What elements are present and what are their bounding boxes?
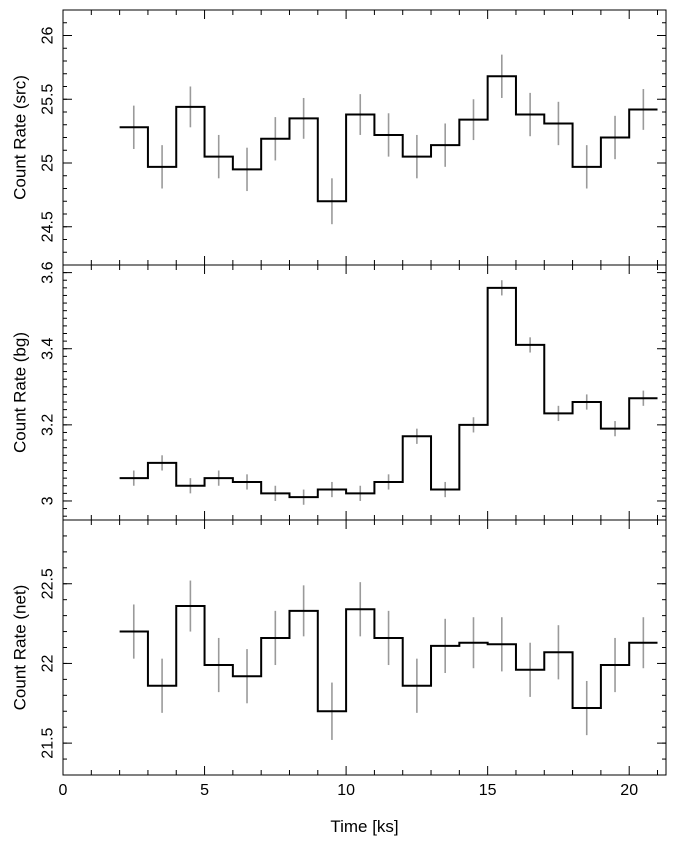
y-tick-label: 3.2 xyxy=(40,414,57,436)
panel-1: 24.5 25 25.5 26 Count Rate (src) xyxy=(11,9,667,266)
y-axis-title: Count Rate (src) xyxy=(11,75,30,200)
y-tick-label: 3.6 xyxy=(40,261,57,283)
y-tick-label: 25.5 xyxy=(40,84,57,115)
y-tick-label: 21.5 xyxy=(40,727,57,758)
y-tick-label: 24.5 xyxy=(40,211,57,242)
y-tick-label: 3.4 xyxy=(40,338,57,360)
panel-frame xyxy=(62,519,667,776)
panel-2: 3 3.2 3.4 3.6 Count Rate (bg) xyxy=(11,261,667,521)
x-tick-label: 5 xyxy=(200,782,209,799)
y-tick-label: 3 xyxy=(40,496,57,505)
y-axis-title: Count Rate (bg) xyxy=(11,332,30,453)
step-series xyxy=(119,286,658,499)
y-tick-label: 25 xyxy=(40,154,57,172)
y-axis-title: Count Rate (net) xyxy=(11,585,30,711)
x-tick-label: 10 xyxy=(337,782,355,799)
y-tick-label: 22.5 xyxy=(40,568,57,599)
x-axis-title: Time [ks] xyxy=(330,817,398,836)
panel-frame xyxy=(62,264,667,521)
step-series xyxy=(119,75,658,203)
panel-3: 21.5 22 22.5 Count Rate (net) xyxy=(11,519,667,776)
y-tick-label: 26 xyxy=(40,27,57,45)
y-tick-label: 22 xyxy=(40,654,57,672)
x-tick-label: 20 xyxy=(620,782,638,799)
x-tick-label: 15 xyxy=(479,782,497,799)
x-tick-label: 0 xyxy=(59,782,68,799)
panel-frame xyxy=(62,9,667,266)
step-series xyxy=(119,605,658,713)
